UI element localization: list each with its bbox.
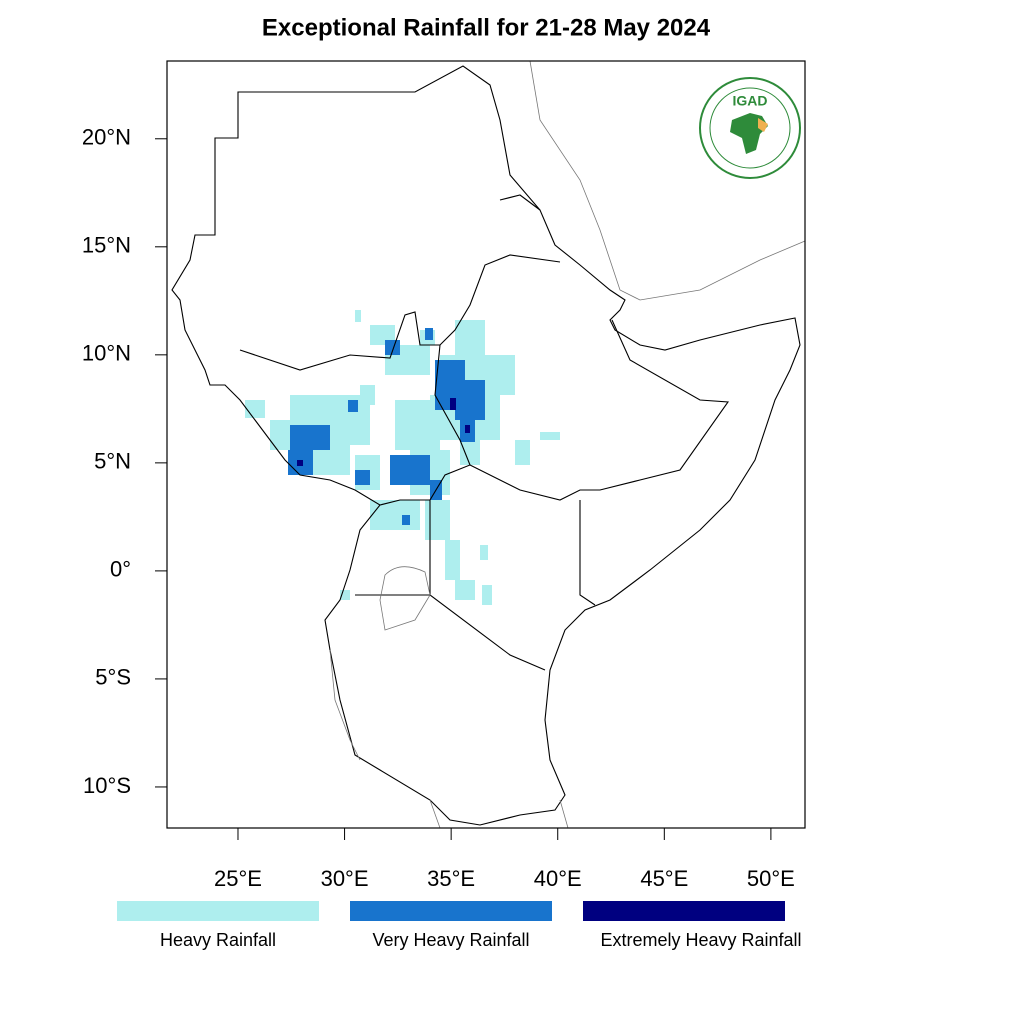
extremely-heavy-rainfall bbox=[297, 398, 470, 466]
x-tick-label: 40°E bbox=[534, 866, 582, 891]
y-tick-label: 10°S bbox=[83, 773, 131, 798]
y-tick-label: 10°N bbox=[82, 341, 131, 366]
y-tick-label: 0° bbox=[110, 557, 131, 582]
legend-label: Heavy Rainfall bbox=[160, 930, 276, 950]
x-tick-label: 30°E bbox=[321, 866, 369, 891]
x-tick-label: 45°E bbox=[640, 866, 688, 891]
y-tick-label: 5°N bbox=[94, 449, 131, 474]
very-heavy-rainfall bbox=[288, 328, 485, 525]
legend-swatch bbox=[350, 901, 552, 921]
legend-label: Very Heavy Rainfall bbox=[372, 930, 529, 950]
rainfall-areas bbox=[245, 310, 560, 605]
y-tick-label: 20°N bbox=[82, 125, 131, 150]
x-tick-label: 25°E bbox=[214, 866, 262, 891]
logo-text: IGAD bbox=[733, 93, 768, 109]
x-tick-label: 35°E bbox=[427, 866, 475, 891]
map-frame bbox=[166, 60, 806, 829]
y-tick-label: 15°N bbox=[82, 233, 131, 258]
y-tick-label: 5°S bbox=[95, 665, 131, 690]
x-tick-label: 50°E bbox=[747, 866, 795, 891]
map-title: Exceptional Rainfall for 21-28 May 2024 bbox=[262, 14, 711, 41]
legend-swatch bbox=[583, 901, 785, 921]
country-borders bbox=[171, 60, 806, 829]
legend-swatch bbox=[117, 901, 319, 921]
igad-logo: IGAD bbox=[699, 77, 801, 179]
legend-label: Extremely Heavy Rainfall bbox=[600, 930, 801, 950]
